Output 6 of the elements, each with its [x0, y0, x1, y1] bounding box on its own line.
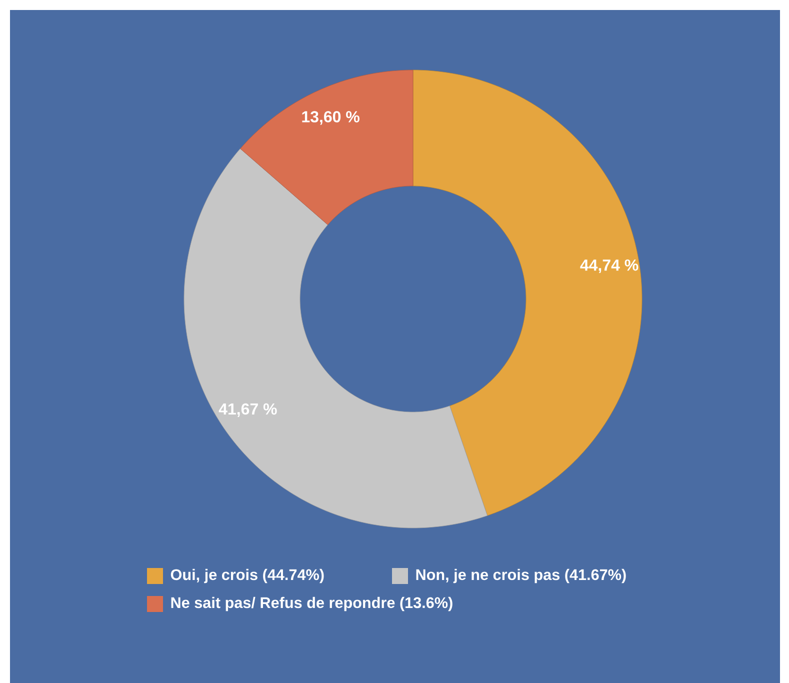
data-label: 41,67 % — [218, 403, 277, 417]
data-label: 44,74 % — [580, 259, 638, 274]
legend-label: Ne sait pas/ Refus de repondre (13.6%) — [171, 596, 452, 612]
data-label: 13,60 % — [302, 111, 360, 125]
legend-label: Non, je ne crois pas (41.67%) — [416, 568, 626, 584]
legend-label: Oui, je crois (44.74%) — [170, 568, 324, 584]
